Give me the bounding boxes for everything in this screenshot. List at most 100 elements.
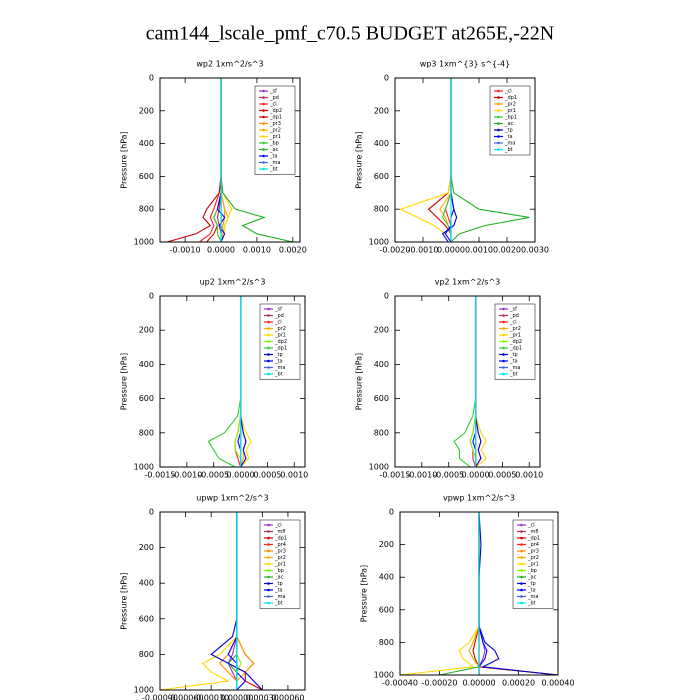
series-line	[441, 78, 458, 243]
plot-frame	[394, 295, 541, 468]
legend-marker	[497, 141, 500, 145]
legend-marker	[267, 314, 270, 317]
y-axis-label: Pressure [hPa]	[360, 565, 369, 622]
y-axis-label: Pressure [hPa]	[120, 572, 129, 629]
legend-marker	[502, 314, 505, 317]
y-tick-label: 800	[139, 650, 154, 659]
series-line	[240, 296, 247, 468]
legend-label: _mfl	[527, 529, 539, 535]
y-axis-label: Pressure [hPa]	[120, 131, 129, 188]
legend-marker	[520, 569, 523, 572]
series-line	[220, 78, 233, 243]
legend-marker	[497, 122, 500, 125]
legend-label: _pd	[509, 313, 519, 319]
panel-title: vpwp 1xm^2/s^3	[443, 494, 515, 503]
legend-marker	[267, 366, 270, 369]
legend-label: _bp1	[504, 115, 517, 121]
y-tick-label: 0	[149, 508, 154, 517]
y-tick-label: 800	[139, 428, 154, 437]
y-tick-label: 600	[374, 172, 389, 181]
series-line	[439, 78, 452, 242]
panel: wp2 1xm^2/s^3 Pressure [hPa] 0 200 400 600 800…	[120, 60, 307, 255]
panel-title: wp3 1xm^{3} s^{-4}	[420, 60, 510, 69]
y-axis-label: Pressure [hPa]	[355, 353, 364, 410]
x-tick-label: 0.00030	[246, 694, 279, 700]
legend-marker	[502, 366, 505, 369]
x-tick-label: 0.0005	[488, 471, 516, 480]
x-tick-label: 0.0000	[207, 246, 235, 255]
legend-label: _dp2	[269, 108, 282, 114]
legend-label: _pr2	[274, 326, 286, 332]
legend-label: _pr2	[527, 555, 539, 561]
x-tick-label: 0.0020	[279, 246, 307, 255]
legend-marker	[262, 115, 265, 119]
series-line	[227, 512, 238, 690]
series-line	[444, 78, 452, 242]
legend-marker	[262, 109, 265, 112]
legend-marker	[267, 562, 270, 566]
x-tick-label: -0.0005	[433, 471, 464, 480]
legend-marker	[520, 588, 523, 592]
plot-frame	[159, 295, 306, 468]
x-tick-label: -0.0015	[145, 471, 176, 480]
legend-label: _pr1	[274, 333, 286, 339]
legend-label: _pr4	[527, 542, 539, 548]
legend-label: _pr1	[269, 134, 281, 140]
x-tick-label: -0.0005	[198, 471, 229, 480]
y-tick-label: 600	[139, 172, 154, 181]
legend-marker	[267, 556, 270, 559]
y-tick-label: 600	[374, 394, 389, 403]
legend-label: _bp	[269, 141, 279, 147]
y-tick-label: 600	[139, 614, 154, 623]
legend-marker	[262, 89, 265, 93]
y-tick-label: 0	[149, 74, 154, 83]
x-tick-label: -0.0010	[171, 471, 202, 480]
legend-marker	[497, 89, 500, 93]
legend-marker	[497, 135, 500, 138]
legend-label: _ta	[509, 359, 518, 365]
legend-marker	[520, 523, 523, 527]
x-tick-label: 0.00020	[502, 679, 535, 688]
legend-marker	[520, 543, 523, 546]
series-line	[240, 296, 247, 468]
legend-label: _sf	[509, 307, 517, 313]
legend-label: _pr1	[527, 562, 539, 568]
legend-marker	[502, 346, 505, 350]
x-tick-label: 0.0000	[437, 246, 465, 255]
legend-marker	[520, 556, 523, 559]
legend-label: _ta	[274, 359, 283, 365]
y-tick-label: 200	[139, 543, 154, 552]
legend-label: _cl	[269, 102, 277, 108]
y-tick-label: 400	[139, 360, 154, 369]
legend-label: _dp1	[274, 536, 287, 542]
legend-marker	[267, 523, 270, 527]
series-line	[478, 511, 559, 676]
legend-label: _ma	[274, 594, 285, 600]
y-tick-label: 200	[374, 326, 389, 335]
legend-label: _pr2	[269, 128, 281, 134]
legend-marker	[262, 128, 265, 132]
legend-marker	[262, 141, 265, 145]
legend-marker	[502, 307, 505, 311]
x-tick-label: 0.00040	[541, 679, 574, 688]
legend-label: _tp	[274, 581, 283, 587]
legend-label: _cl	[504, 89, 512, 95]
x-tick-label: 0.0020	[493, 246, 521, 255]
legend-marker	[267, 575, 270, 579]
legend-label: _cl	[274, 523, 282, 529]
y-tick-label: 800	[379, 638, 394, 647]
x-tick-label: 0.0005	[253, 471, 281, 480]
legend-label: _dp1	[274, 346, 287, 352]
legend-label: _bt	[269, 167, 278, 173]
legend-marker	[267, 601, 270, 605]
y-tick-label: 800	[374, 205, 389, 214]
legend-label: _pr3	[274, 549, 286, 555]
legend-label: _mfl	[274, 529, 286, 535]
legend-label: _cl	[509, 320, 517, 326]
legend-label: _bt	[274, 601, 283, 607]
legend-label: _pr2	[274, 555, 286, 561]
y-tick-label: 200	[139, 106, 154, 115]
legend-label: _cl	[274, 320, 282, 326]
legend-label: _bt	[527, 601, 536, 607]
